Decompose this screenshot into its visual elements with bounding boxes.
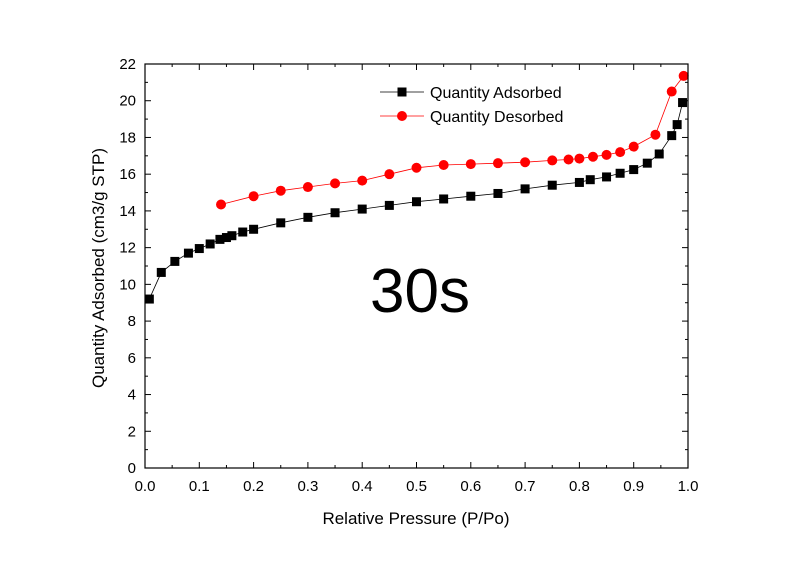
data-point <box>466 191 476 201</box>
axes: 0.0 0.1 0.2 0.3 0.4 0.5 0.6 0.7 0.8 0.9 1.0 0 2 4 6 8 10… <box>119 56 698 495</box>
data-point <box>678 98 688 108</box>
data-point <box>249 224 259 234</box>
data-point <box>384 169 395 180</box>
x-tick-label: 0.0 <box>135 478 156 495</box>
data-point <box>238 227 248 237</box>
x-tick-label: 0.9 <box>623 478 644 495</box>
x-tick-label: 0.4 <box>352 478 373 495</box>
data-point <box>520 157 531 168</box>
series-desorbed <box>216 70 689 210</box>
x-axis-title: Relative Pressure (P/Po) <box>322 509 509 528</box>
y-tick-label: 14 <box>119 203 136 220</box>
data-point <box>601 149 612 160</box>
data-point <box>666 86 677 97</box>
plot-area <box>144 70 689 304</box>
data-point <box>357 204 367 214</box>
x-tick-label: 0.1 <box>189 478 210 495</box>
y-tick-label: 0 <box>128 460 136 477</box>
data-point <box>465 159 476 170</box>
legend-entry: Quantity Desorbed <box>380 109 563 126</box>
y-tick-label: 10 <box>119 276 136 293</box>
data-point <box>438 160 449 170</box>
data-point <box>216 199 227 210</box>
legend-marker <box>397 87 407 97</box>
data-point <box>439 194 449 204</box>
data-point <box>248 191 259 202</box>
data-point <box>585 175 595 185</box>
data-point <box>330 208 340 218</box>
data-point <box>547 155 558 166</box>
y-tick-label: 12 <box>119 240 136 257</box>
data-point <box>587 151 598 162</box>
data-point <box>654 149 664 159</box>
legend-entry: Quantity Adsorbed <box>380 85 562 102</box>
data-point <box>628 141 639 152</box>
x-tick-label: 0.2 <box>243 478 264 495</box>
y-tick-label: 4 <box>128 387 136 404</box>
x-tick-label: 0.7 <box>515 478 536 495</box>
data-point <box>520 184 530 194</box>
legend-label: Quantity Adsorbed <box>430 85 562 102</box>
data-point <box>547 180 557 190</box>
data-point <box>170 256 180 266</box>
y-tick-label: 6 <box>128 350 136 367</box>
legend-marker <box>397 111 407 121</box>
x-tick-label: 0.5 <box>406 478 427 495</box>
data-point <box>602 172 612 182</box>
series-line <box>220 75 685 205</box>
data-point <box>357 175 368 186</box>
data-point <box>276 218 286 228</box>
data-point <box>205 239 215 249</box>
data-point <box>227 231 237 241</box>
data-point <box>615 168 625 178</box>
y-axis-title: Quantity Adsorbed (cm3/g STP) <box>89 148 108 388</box>
data-point <box>411 162 422 173</box>
data-point <box>574 177 584 187</box>
data-point <box>563 154 574 165</box>
data-point <box>629 165 639 175</box>
data-point <box>574 153 585 164</box>
y-tick-label: 8 <box>128 313 136 330</box>
data-point <box>672 120 682 130</box>
data-point <box>492 158 503 169</box>
x-tick-label: 1.0 <box>678 478 699 495</box>
data-point <box>615 147 626 158</box>
x-tick-label: 0.3 <box>297 478 318 495</box>
series-adsorbed <box>144 98 688 304</box>
data-point <box>303 212 313 222</box>
y-tick-label: 20 <box>119 93 136 110</box>
data-point <box>667 131 677 141</box>
legend: Quantity Adsorbed Quantity Desorbed <box>380 85 563 126</box>
y-tick-label: 16 <box>119 166 136 183</box>
data-point <box>642 158 652 168</box>
y-tick-label: 2 <box>128 423 136 440</box>
data-point <box>194 244 204 254</box>
sample-annotation: 30s <box>370 257 470 326</box>
data-point <box>678 70 689 81</box>
x-tick-label: 0.6 <box>460 478 481 495</box>
data-point <box>183 248 193 258</box>
data-point <box>215 234 225 244</box>
x-tick-label: 0.8 <box>569 478 590 495</box>
data-point <box>330 178 341 189</box>
data-point <box>384 200 394 210</box>
data-point <box>493 188 503 198</box>
data-point <box>302 182 313 193</box>
y-tick-label: 22 <box>119 56 136 73</box>
data-point <box>275 185 286 196</box>
y-tick-label: 18 <box>119 129 136 146</box>
data-point <box>144 294 154 304</box>
data-point <box>156 267 166 277</box>
data-point <box>412 197 421 207</box>
data-point <box>650 129 661 140</box>
legend-label: Quantity Desorbed <box>430 109 563 126</box>
data-point <box>221 233 231 243</box>
